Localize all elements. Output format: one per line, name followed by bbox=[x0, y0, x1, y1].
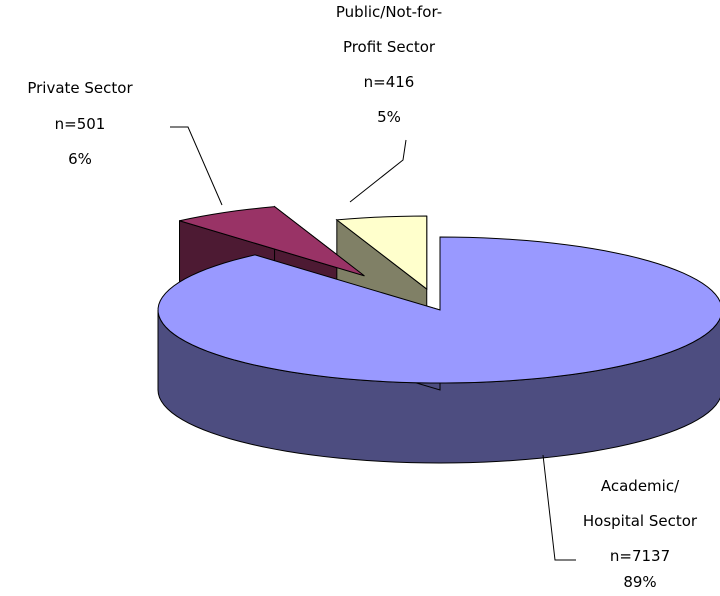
label-academic-name-line1: Academic/ bbox=[601, 477, 680, 495]
label-private-name: Private Sector bbox=[27, 79, 133, 97]
leader-line-private bbox=[170, 126, 223, 206]
academic-slice bbox=[157, 236, 720, 384]
data-labels: Private Sector n=501 6% Public/Not-for- … bbox=[27, 3, 698, 591]
label-public-count: n=416 bbox=[364, 73, 415, 91]
leader-line-public bbox=[349, 139, 407, 203]
label-public-name-line1: Public/Not-for- bbox=[336, 3, 442, 21]
label-public-percent: 5% bbox=[377, 108, 401, 126]
leader-line-academic bbox=[542, 454, 576, 561]
public-slice bbox=[335, 215, 428, 291]
slice-tops bbox=[157, 206, 720, 384]
private-slice bbox=[179, 206, 365, 277]
label-academic-count: n=7137 bbox=[610, 547, 670, 565]
label-academic-name-line2: Hospital Sector bbox=[583, 512, 698, 530]
leader-lines bbox=[170, 126, 576, 561]
label-academic-percent: 89% bbox=[623, 573, 656, 591]
label-public-name-line2: Profit Sector bbox=[343, 38, 436, 56]
label-private-count: n=501 bbox=[55, 115, 106, 133]
label-private-percent: 6% bbox=[68, 150, 92, 168]
